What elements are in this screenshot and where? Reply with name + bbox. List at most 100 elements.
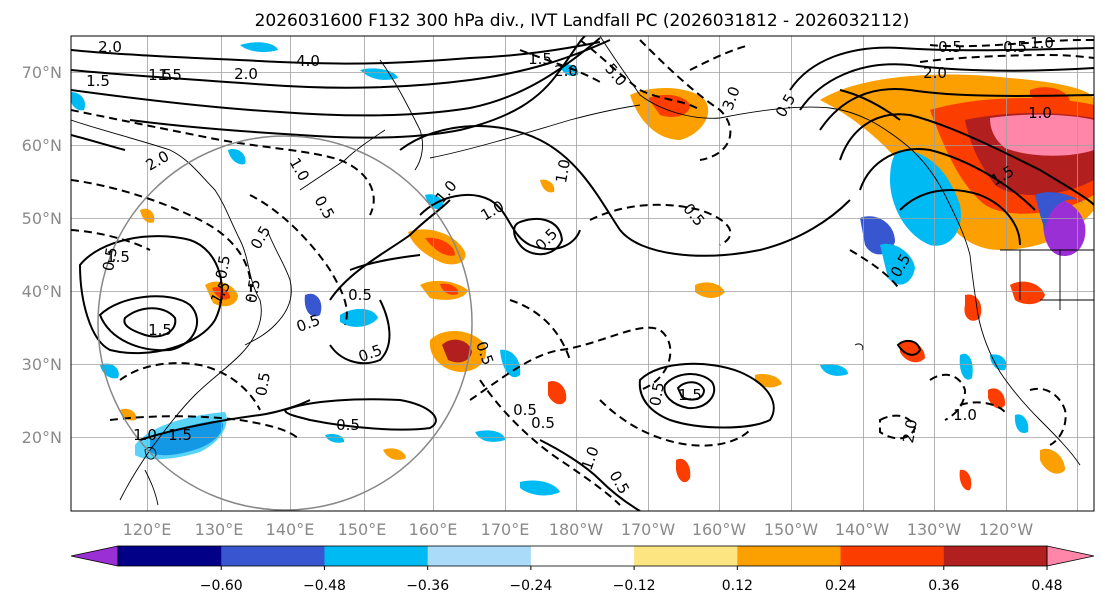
contour-south-2	[139, 399, 311, 441]
colorbar-segment	[118, 546, 222, 566]
contour-hawaii-3	[638, 362, 775, 429]
contour-north-4	[129, 36, 586, 139]
contour-central-1	[399, 125, 851, 257]
contour-label: 2.0	[899, 418, 921, 445]
contour-north-dash-2	[639, 39, 732, 161]
contour-ne-dash-1	[929, 39, 1094, 48]
contour-central-dash-5	[479, 379, 621, 506]
contour-label: 0.5	[1003, 38, 1027, 56]
contour-se-dash-3	[1029, 387, 1067, 446]
contour-label: 0.5	[99, 246, 121, 273]
contour-label: 1.5	[168, 426, 192, 444]
map-frame	[70, 35, 1095, 512]
lat-label: 50°N	[22, 209, 62, 228]
shade-blue-pacific-1	[340, 308, 378, 327]
contour-se-1	[896, 339, 922, 356]
shade-blue-bc	[1035, 192, 1085, 230]
ivt-contours	[71, 36, 1094, 511]
shade-orange-north-8	[383, 448, 406, 460]
contour-ne-4	[839, 113, 1094, 206]
contour-label: 2.0	[234, 65, 258, 83]
contour-south-1	[283, 398, 437, 431]
shade-darkred-pacific-2	[442, 339, 472, 363]
contour-ne-6	[899, 189, 1021, 246]
lon-label: 120°W	[979, 520, 1034, 539]
colorbar-segment	[427, 546, 532, 566]
map-title: 2026031600 F132 300 hPa div., IVT Landfa…	[255, 11, 910, 31]
shade-blue-pacific-5	[425, 194, 444, 210]
contour-central-dash-2	[589, 203, 732, 246]
contour-north-dash-5	[689, 44, 751, 71]
latitude-labels: 70°N 60°N 50°N 40°N 30°N 20°N	[22, 63, 62, 447]
shade-blue-north-1	[360, 68, 398, 80]
contour-central-dash-4	[509, 299, 571, 361]
shade-blue-north-4	[228, 149, 246, 165]
contour-west-dash-3	[119, 362, 261, 411]
coast-east-asia	[71, 119, 262, 501]
contour-label: 1.5	[148, 66, 172, 84]
shade-blue-north-5	[560, 64, 579, 76]
contour-central-4	[329, 199, 451, 301]
lon-label: 140°W	[835, 520, 890, 539]
contour-central-2	[419, 194, 581, 250]
shade-orange-pacific-4	[548, 381, 567, 405]
colorbar-tick-label: −0.60	[200, 578, 243, 594]
contour-label: 0.5	[252, 371, 274, 398]
contour-label: 0.5	[242, 278, 264, 305]
contour-label: 1.0	[133, 426, 157, 444]
shade-blue-pacific-10	[1014, 414, 1029, 434]
shade-blue-pacific-8	[820, 364, 848, 376]
contour-ne-dash-2	[919, 53, 1094, 63]
contour-label: 2.0	[98, 38, 122, 56]
shade-blue-pacific-4	[520, 480, 560, 496]
lon-label: 150°E	[338, 520, 387, 539]
shade-blue-north-2	[240, 42, 278, 53]
lon-label: 170°E	[481, 520, 530, 539]
shade-orange-pacific-13	[959, 469, 972, 491]
lon-label: 170°W	[621, 520, 676, 539]
contour-label: 0.5	[531, 414, 555, 432]
lon-label: 160°E	[409, 520, 458, 539]
colorbar-extend-high	[1046, 545, 1095, 567]
shade-blue-north-3	[71, 92, 86, 111]
contour-north-dash-1	[71, 109, 375, 216]
lat-label: 20°N	[22, 428, 62, 447]
contour-label: 0.5	[513, 401, 537, 419]
contour-central-dash-6	[599, 399, 751, 447]
shade-red-pacific-1	[425, 237, 455, 256]
lon-label: 120°E	[123, 520, 172, 539]
coast-kamchatka	[379, 59, 423, 171]
colorbar-tick-label: 0.48	[1031, 578, 1062, 594]
colorbar-extend-low	[70, 545, 119, 567]
colorbar-tick-label: 0.12	[722, 578, 753, 594]
colorbar-tick-label: −0.36	[406, 578, 449, 594]
colorbar: −0.60 −0.48 −0.36 −0.24 −0.12 0.12 0.24 0.36 0.4…	[70, 545, 1095, 594]
shade-blue-north-11	[100, 363, 119, 379]
map-panel: 4.0 2.0 5.0 1.5 2.0 1.5 2.0 3.0 0.5 0.5 …	[71, 36, 1094, 511]
contour-west-dash-2	[71, 229, 151, 251]
contour-central-dash-3	[469, 326, 672, 401]
colorbar-tick-label: −0.24	[509, 578, 552, 594]
contour-label: 1.5	[148, 321, 172, 339]
contour-label: 0.5	[348, 286, 372, 304]
coast-alaska	[599, 36, 946, 196]
contour-label: 1.5	[106, 248, 130, 266]
shade-orange-pacific-5	[676, 458, 691, 483]
contour-label: 4.0	[296, 52, 320, 70]
colorbar-segment	[530, 546, 635, 566]
colorbar-tick-label: 0.24	[825, 578, 856, 594]
contour-south-3	[539, 439, 641, 511]
lon-label: 180°W	[549, 520, 604, 539]
colorbar-tick-label: 0.36	[928, 578, 959, 594]
contour-label: 2.0	[923, 64, 947, 82]
lat-label: 70°N	[22, 63, 62, 82]
contour-label: 0.5	[646, 381, 668, 408]
shade-lightblue-pacific-7	[880, 243, 915, 285]
coast-kuril	[299, 129, 386, 191]
colorbar-segments	[118, 546, 1048, 566]
contour-label: 2.0	[554, 62, 578, 80]
lat-label: 30°N	[22, 355, 62, 374]
colorbar-segment	[737, 546, 842, 566]
contour-central-dash-1	[249, 194, 348, 326]
colorbar-frame	[117, 545, 1048, 567]
